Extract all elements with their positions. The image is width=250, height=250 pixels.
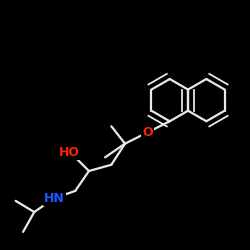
Text: HN: HN bbox=[44, 192, 64, 205]
Text: O: O bbox=[142, 126, 153, 139]
Text: HO: HO bbox=[58, 146, 80, 159]
